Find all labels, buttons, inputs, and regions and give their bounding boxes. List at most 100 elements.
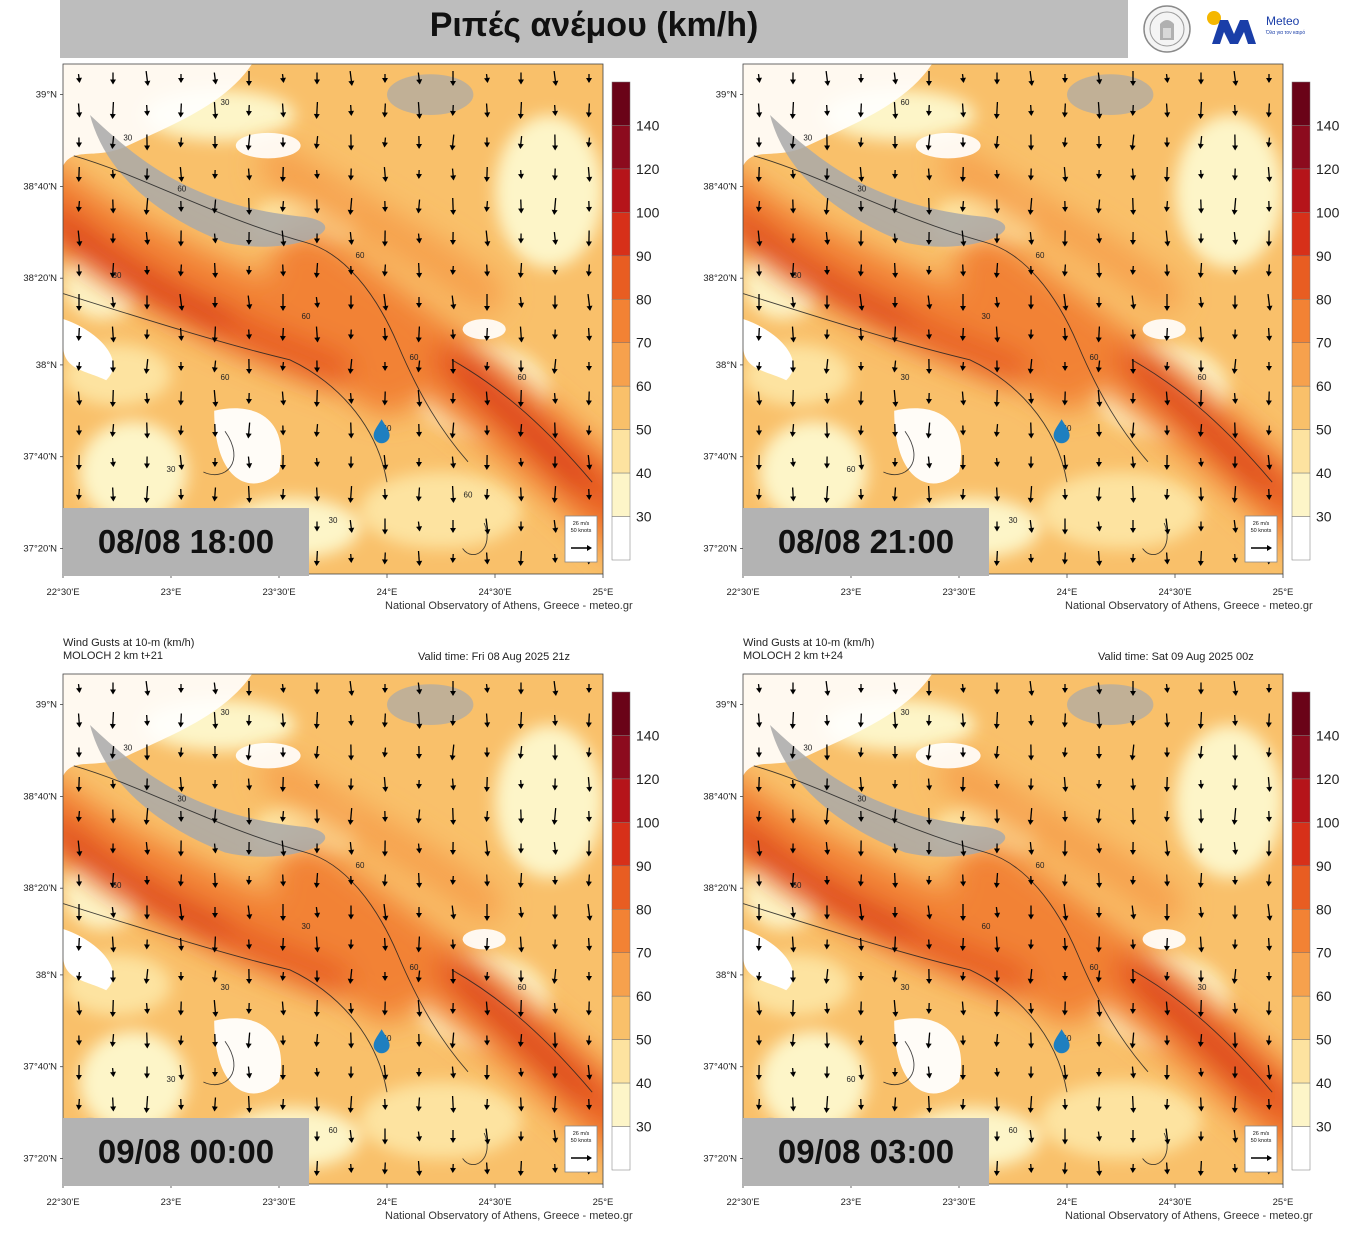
wind-arrow <box>1096 101 1103 119</box>
wind-arrow <box>177 425 184 436</box>
wind-arrow <box>518 169 524 179</box>
wind-arrow <box>926 168 933 181</box>
wind-arrow <box>245 1002 252 1014</box>
wind-arrow <box>484 425 491 436</box>
wind-arrow <box>993 550 1000 566</box>
wind-arrow <box>1232 553 1238 563</box>
wind-arrow <box>857 840 864 857</box>
wind-arrow <box>76 1035 83 1046</box>
wind-arrow <box>1164 137 1171 148</box>
wind-arrow <box>75 1064 82 1080</box>
wind-arrow <box>1095 1097 1102 1112</box>
wind-arrow <box>1231 329 1238 340</box>
wind-arrow <box>484 840 491 857</box>
wind-arrow <box>279 1064 286 1080</box>
wind-arrow <box>246 168 253 181</box>
wind-arrow <box>144 70 151 86</box>
latitude-label: 38°20'N <box>23 273 57 284</box>
wind-arrow <box>1095 487 1102 502</box>
wind-arrow <box>1231 485 1238 503</box>
wind-arrow <box>109 843 116 854</box>
wind-arrow <box>1061 391 1068 406</box>
contour-label: 60 <box>518 373 527 382</box>
wind-arrow <box>416 907 422 918</box>
wind-arrow <box>1130 807 1137 825</box>
wind-arrow <box>381 747 388 758</box>
wind-arrow <box>416 457 422 467</box>
longitude-label: 22°30'E <box>726 1197 759 1208</box>
wind-arrow <box>857 747 864 758</box>
color-scale-legend: 140 120 100 90 80 70 60 50 40 30 <box>611 81 660 561</box>
wind-arrow <box>858 810 865 822</box>
location-marker-icon <box>373 419 390 444</box>
wind-arrow <box>790 360 797 373</box>
wind-arrow <box>517 389 524 407</box>
wind-arrow <box>348 231 355 245</box>
wind-arrow <box>552 295 558 310</box>
wind-arrow <box>280 1001 287 1016</box>
wind-arrow <box>959 166 966 182</box>
wind-arrow <box>1028 841 1035 855</box>
wind-arrow <box>109 711 116 729</box>
wind-arrow <box>178 327 185 341</box>
legend-tick: 100 <box>636 204 660 220</box>
wind-arrow <box>484 361 490 371</box>
wind-arrow <box>517 711 524 729</box>
wind-arrow <box>1198 521 1204 532</box>
longitude-label: 24°30'E <box>1158 1197 1191 1208</box>
wind-arrow <box>212 297 218 308</box>
wind-arrow <box>144 295 150 310</box>
wind-arrow <box>1163 776 1170 792</box>
wind-arrow <box>110 936 117 953</box>
contour-label: 30 <box>857 185 866 194</box>
wind-arrow <box>1129 1002 1136 1014</box>
wind-arrow <box>347 807 354 825</box>
wind-arrow <box>178 903 185 921</box>
wind-arrow <box>484 1162 491 1175</box>
legend-tick: 140 <box>636 727 660 743</box>
wind-arrow <box>993 1033 1000 1047</box>
wind-arrow <box>1130 1163 1136 1173</box>
wind-arrow <box>1198 169 1204 179</box>
wind-arrow <box>551 1095 558 1113</box>
wind-arrow <box>348 875 354 885</box>
wind-arrow <box>518 1067 524 1077</box>
legend-tick: 120 <box>636 771 660 787</box>
wind-arrow <box>348 1163 354 1173</box>
wind-arrow <box>484 264 491 277</box>
contour-label: 60 <box>1036 251 1045 260</box>
wind-arrow <box>110 72 116 85</box>
wind-arrow <box>1130 358 1137 374</box>
wind-arrow <box>178 937 185 951</box>
wind-arrow <box>109 101 116 119</box>
wind-arrow <box>926 939 933 950</box>
wind-arrow <box>245 134 252 151</box>
contour-label: 30 <box>123 134 132 143</box>
wind-arrow <box>925 422 932 439</box>
wind-arrow <box>212 999 219 1017</box>
wind-arrow <box>110 906 117 918</box>
wind-gust-map: 30 60 30 60 30 60 30 30 60 60 60 30 26 m/s50 knots 39… <box>703 63 1340 598</box>
wind-arrow <box>518 779 524 789</box>
wind-arrow <box>1266 166 1273 182</box>
meteo-logo-subtext: Όλα για τον καιρό <box>1266 30 1306 36</box>
wind-arrow <box>960 747 967 758</box>
wind-arrow <box>1130 520 1136 533</box>
wind-arrow <box>347 485 354 503</box>
wind-arrow <box>381 874 388 887</box>
wind-arrow <box>110 296 117 308</box>
wind-arrow <box>1231 197 1238 215</box>
wind-arrow <box>551 456 558 469</box>
timestamp-label: 09/08 00:00 <box>63 1118 309 1186</box>
wind-arrow <box>450 197 457 215</box>
wind-arrow <box>314 296 321 308</box>
wind-arrow <box>1130 485 1137 503</box>
wind-arrow <box>450 939 457 950</box>
wind-arrow <box>280 874 287 887</box>
wind-arrow <box>381 230 388 247</box>
wind-arrow <box>959 327 966 341</box>
wind-arrow <box>1198 296 1205 308</box>
wind-arrow <box>1129 422 1136 439</box>
wind-arrow <box>925 1032 932 1049</box>
wind-arrow <box>857 391 864 406</box>
